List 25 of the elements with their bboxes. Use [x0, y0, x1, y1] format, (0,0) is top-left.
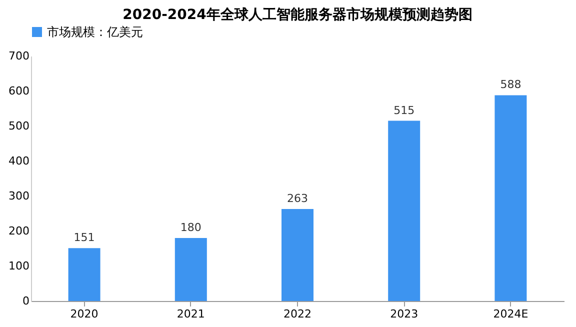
- bar: [174, 238, 207, 301]
- y-tick-label: 700: [8, 50, 30, 62]
- x-tick-label: 2023: [390, 308, 418, 320]
- y-tick-label: 600: [8, 84, 30, 98]
- y-tick-label: 0: [22, 294, 30, 308]
- data-label: 588: [500, 78, 522, 92]
- bar: [494, 95, 527, 301]
- y-tick-label: 300: [8, 190, 30, 202]
- y-tick-label: 200: [8, 224, 30, 238]
- x-tick-label: 2024E: [493, 308, 528, 320]
- bar: [68, 248, 100, 301]
- data-label: 263: [287, 192, 308, 205]
- data-label: 180: [180, 221, 202, 234]
- bar: [388, 120, 420, 301]
- y-tick-label: 400: [8, 154, 30, 168]
- y-tick-label: 500: [8, 120, 30, 132]
- x-tick-label: 2022: [284, 308, 312, 320]
- x-tick-label: 2020: [70, 308, 98, 320]
- data-label: 515: [394, 104, 415, 117]
- bar: [282, 208, 314, 301]
- legend-label: 市场规模：亿美元: [47, 25, 143, 39]
- x-tick-label: 2021: [176, 308, 205, 320]
- data-label: 151: [74, 231, 95, 244]
- y-tick-label: 100: [8, 260, 30, 272]
- chart-title: 2020-2024年全球人工智能服务器市场规模预测趋势图: [122, 6, 472, 23]
